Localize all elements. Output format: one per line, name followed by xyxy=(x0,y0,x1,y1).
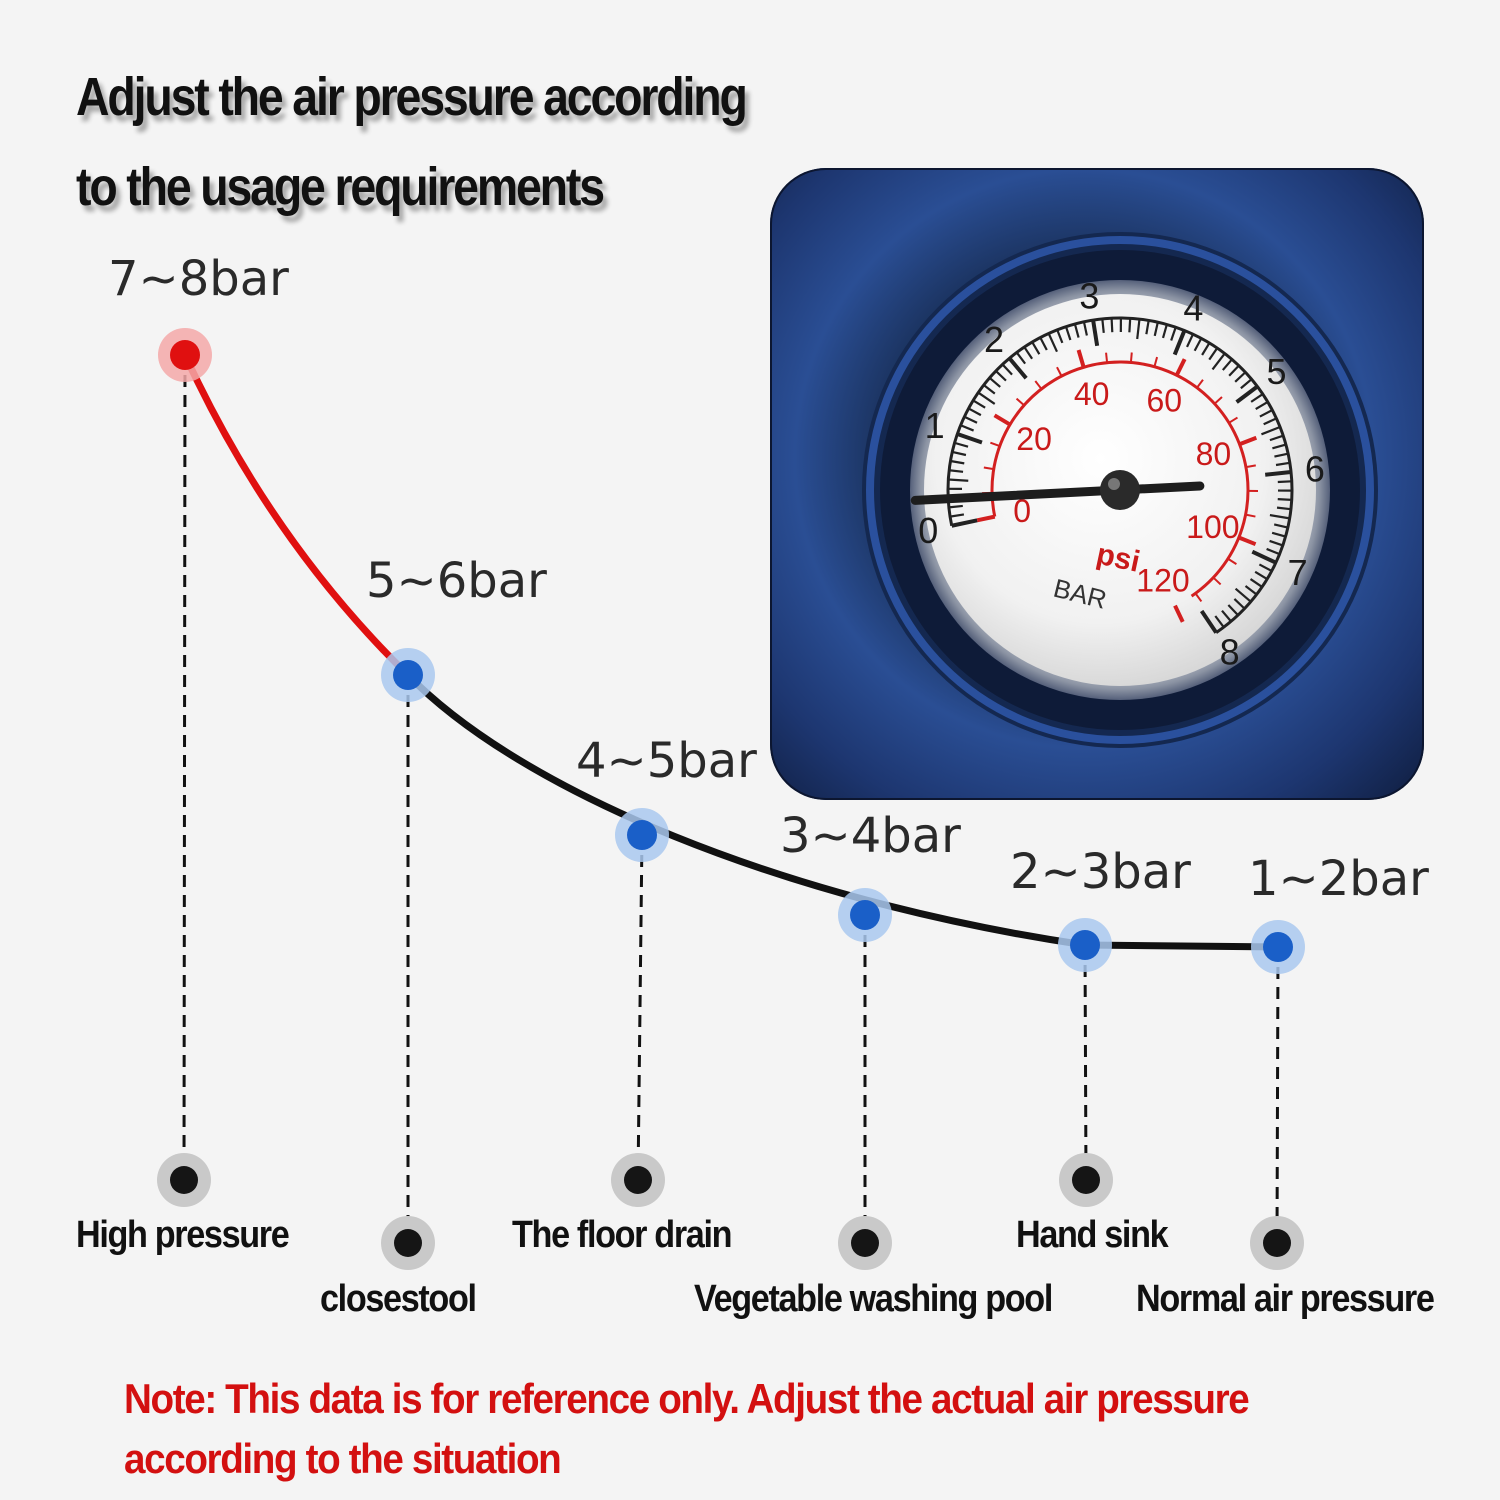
gauge-bar-number: 6 xyxy=(1305,449,1325,490)
gauge-psi-number: 40 xyxy=(1074,376,1110,412)
pressure-label-5: 1~2bar xyxy=(1248,851,1429,907)
gauge-bar-number: 0 xyxy=(918,510,938,551)
usage-dot-3 xyxy=(851,1229,879,1257)
pressure-marker-3 xyxy=(850,900,880,930)
usage-dot-2 xyxy=(624,1166,652,1194)
usage-label-2: The floor drain xyxy=(512,1214,732,1256)
pressure-marker-4 xyxy=(1070,930,1100,960)
usage-dot-5 xyxy=(1263,1229,1291,1257)
pressure-label-2: 4~5bar xyxy=(576,733,757,789)
guide-line-2 xyxy=(636,834,644,1181)
usage-label-0: High pressure xyxy=(76,1214,290,1256)
guide-line-4 xyxy=(1083,944,1088,1181)
gauge-needle xyxy=(910,481,1205,505)
usage-dot-0 xyxy=(170,1166,198,1194)
pressure-label-0: 7~8bar xyxy=(108,251,289,307)
guide-line-0 xyxy=(182,354,187,1181)
pressure-marker-2 xyxy=(627,820,657,850)
gauge-bar-number: 2 xyxy=(984,319,1004,360)
note-line-2: according to the situation xyxy=(124,1435,562,1482)
usage-label-3: Vegetable washing pool xyxy=(694,1278,1053,1320)
gauge-psi-number: 80 xyxy=(1196,436,1232,472)
gauge-psi-number: 120 xyxy=(1136,562,1189,598)
gauge-bar-number: 1 xyxy=(925,405,945,446)
curve-segment-high xyxy=(181,351,412,679)
curve-segment-low xyxy=(404,671,1282,951)
pressure-marker-5 xyxy=(1263,932,1293,962)
pressure-marker-1 xyxy=(393,660,423,690)
guide-line-5 xyxy=(1275,946,1280,1244)
pressure-label-4: 2~3bar xyxy=(1010,844,1191,900)
gauge-bar-scale: 0 1 2 3 4 5 6 7 8 xyxy=(918,275,1325,672)
usage-label-4: Hand sink xyxy=(1016,1214,1169,1256)
pressure-marker-0 xyxy=(170,340,200,370)
gauge-bar-number: 3 xyxy=(1079,275,1099,316)
gauge-needle-hub xyxy=(1100,470,1140,510)
gauge-psi-number: 60 xyxy=(1146,382,1182,418)
gauge-bar-number: 5 xyxy=(1267,351,1287,392)
usage-dot-4 xyxy=(1072,1166,1100,1194)
gauge-psi-number: 0 xyxy=(1013,493,1031,529)
gauge-psi-number: 100 xyxy=(1186,509,1239,545)
headline-line-2: to the usage requirements xyxy=(76,157,605,217)
gauge-bar-number: 8 xyxy=(1220,631,1240,672)
pressure-label-1: 5~6bar xyxy=(366,553,547,609)
usage-dot-1 xyxy=(394,1229,422,1257)
gauge-psi-scale: 0 20 40 60 80 100 120 xyxy=(1013,376,1239,598)
pressure-gauge-photo: 0 1 2 3 4 5 6 7 8 0 20 40 60 80 100 120 psi BAR xyxy=(770,168,1424,800)
usage-label-5: Normal air pressure xyxy=(1136,1278,1435,1320)
note-line-1: Note: This data is for reference only. A… xyxy=(124,1375,1250,1422)
usage-label-1: closestool xyxy=(320,1278,477,1320)
gauge-bar-number: 7 xyxy=(1288,552,1308,593)
gauge-psi-number: 20 xyxy=(1016,421,1052,457)
gauge-bar-number: 4 xyxy=(1183,287,1203,328)
pressure-label-3: 3~4bar xyxy=(780,808,961,864)
headline-line-1: Adjust the air pressure according xyxy=(76,67,748,127)
